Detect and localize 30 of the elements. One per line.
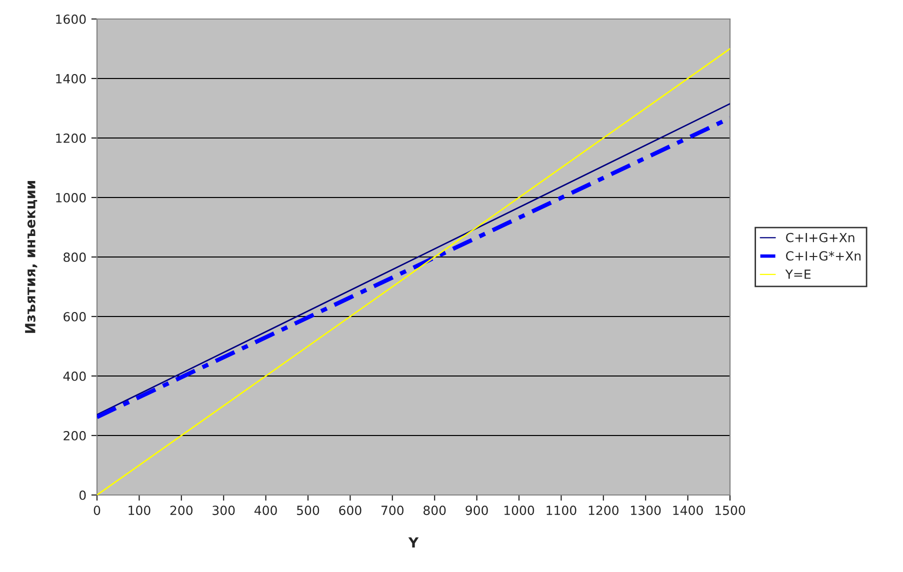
y-tick-label: 600 [64, 312, 86, 322]
x-tick-label: 1300 [631, 506, 661, 516]
x-axis-title: Y [408, 537, 419, 548]
x-tick-label: 500 [297, 506, 320, 516]
x-tick-label: 200 [170, 506, 192, 516]
x-tick-label: 0 [94, 506, 100, 516]
y-tick-label: 1200 [56, 133, 86, 143]
x-tick-label: 100 [128, 506, 150, 516]
y-tick-label: 1600 [56, 14, 86, 24]
x-tick-label: 1200 [588, 506, 618, 516]
legend-label: C+I+G*+Xn [786, 251, 861, 261]
x-tick-label: 700 [381, 506, 404, 516]
x-tick-label: 900 [466, 506, 488, 516]
x-tick-label: 600 [339, 506, 362, 516]
legend-label: Y=E [785, 270, 811, 279]
x-tick-label: 1000 [504, 506, 534, 516]
y-tick-label: 800 [64, 252, 86, 262]
x-tick-label: 800 [424, 506, 446, 516]
y-tick-label: 200 [64, 430, 86, 440]
x-tick-label: 1100 [546, 506, 576, 516]
y-tick-label: 400 [63, 371, 86, 381]
y-tick-label: 0 [79, 490, 86, 500]
y-tick-label: 1000 [56, 192, 86, 202]
x-tick-label: 1400 [673, 506, 703, 516]
y-tick-label: 1400 [56, 74, 86, 84]
legend-label: C+I+G+Xn [786, 232, 854, 242]
x-tick-label: 400 [254, 506, 277, 516]
y-axis-title: Изъятия, инъекции [25, 181, 38, 333]
x-tick-label: 300 [212, 506, 235, 516]
x-tick-label: 1500 [715, 506, 746, 516]
